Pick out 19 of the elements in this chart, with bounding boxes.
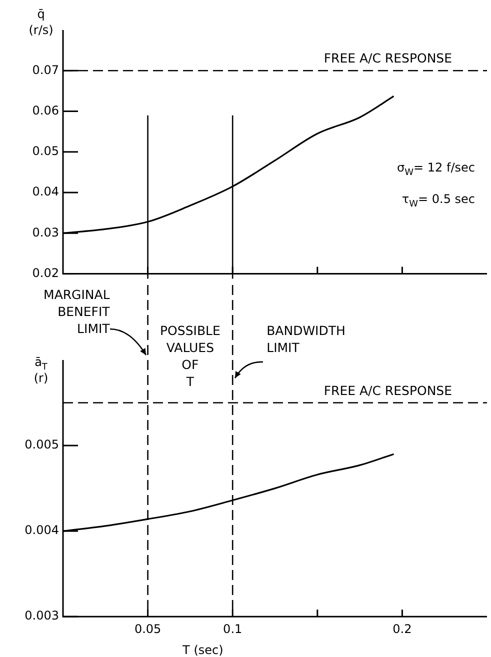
x-tick-label: 0.05 — [134, 622, 162, 636]
x-tick-label: 0.1 — [223, 622, 242, 636]
y-tick-label: 0.02 — [32, 266, 59, 280]
text: BANDWIDTH LIMIT — [266, 323, 346, 355]
ref-line-label: FREE A/C RESPONSE — [324, 50, 452, 66]
y-tick-label: 0.004 — [24, 523, 59, 538]
text: MARGINAL BENEFIT LIMIT — [44, 287, 110, 336]
y-tick-label: 0.003 — [24, 608, 59, 623]
y-tick-label: 0.03 — [32, 225, 59, 240]
y-tick-label: 0.07 — [32, 62, 59, 77]
y-axis-title: q̄ (r/s) — [28, 7, 54, 37]
y-tick-label: 0.04 — [32, 184, 59, 199]
annotation: POSSIBLE VALUES OF T — [160, 323, 220, 389]
x-tick-label: 0.2 — [392, 622, 412, 636]
x-axis-title: T (sec) — [182, 643, 224, 657]
ref-line-label: FREE A/C RESPONSE — [324, 382, 452, 398]
y-tick-label: 0.05 — [32, 144, 59, 158]
y-tick-label: 0.06 — [32, 103, 59, 118]
y-tick-label: 0.005 — [24, 438, 59, 452]
